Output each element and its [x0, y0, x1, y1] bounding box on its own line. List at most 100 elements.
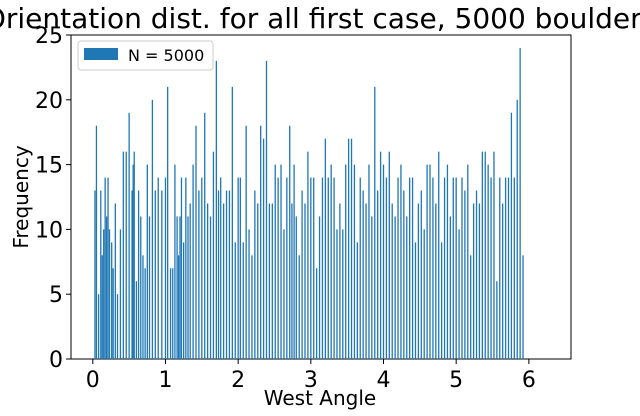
bar: [304, 203, 306, 359]
bar: [374, 86, 376, 359]
bar: [336, 229, 338, 359]
bar: [455, 177, 457, 359]
bar: [154, 190, 156, 359]
bar: [169, 268, 172, 359]
bar: [313, 177, 315, 359]
bar: [385, 177, 388, 359]
bar: [185, 177, 187, 359]
bar: [507, 177, 510, 359]
bar: [222, 203, 225, 359]
bar: [176, 216, 178, 359]
bar: [260, 125, 262, 359]
bar: [283, 229, 285, 359]
bar: [101, 255, 103, 359]
bar: [440, 242, 443, 359]
y-tick-label: 15: [35, 154, 63, 179]
plot-area: [70, 34, 572, 360]
bar: [172, 268, 174, 359]
bar: [293, 164, 295, 359]
bar: [220, 177, 222, 359]
bar: [475, 190, 478, 359]
bar: [105, 216, 108, 359]
bar: [103, 229, 105, 359]
bar: [426, 164, 428, 359]
bar: [204, 112, 206, 359]
bar: [262, 138, 265, 359]
bar: [411, 177, 414, 359]
bar: [307, 151, 309, 359]
bar: [140, 216, 142, 359]
bar: [198, 190, 200, 359]
bar: [245, 125, 247, 359]
bar: [209, 216, 212, 359]
bar: [371, 216, 373, 359]
bar: [318, 216, 321, 359]
bar: [237, 177, 239, 359]
y-tick-label: 10: [35, 218, 63, 243]
bar: [119, 229, 122, 359]
bar: [490, 177, 492, 359]
bar: [435, 203, 437, 359]
bar: [487, 164, 489, 359]
bar: [257, 203, 259, 359]
bar: [142, 255, 144, 359]
bar: [333, 177, 335, 359]
bar: [112, 268, 114, 359]
bar: [382, 164, 385, 359]
bar: [128, 112, 130, 359]
bar: [215, 60, 217, 360]
bar: [321, 177, 324, 359]
bar: [443, 177, 446, 359]
bar: [452, 177, 454, 359]
bar: [135, 281, 138, 359]
bar: [195, 125, 197, 359]
bar: [356, 242, 358, 359]
bar: [277, 177, 279, 359]
x-tick-label: 2: [231, 368, 245, 393]
bar: [365, 203, 367, 359]
bar: [423, 229, 425, 359]
bar: [177, 255, 180, 359]
bar: [397, 177, 399, 359]
bar: [114, 203, 116, 359]
bar: [339, 203, 341, 359]
bar: [420, 190, 422, 359]
bar: [192, 164, 194, 359]
x-tick-label: 4: [377, 368, 391, 393]
bar: [167, 86, 169, 359]
bar: [295, 216, 297, 359]
bar: [217, 190, 220, 359]
bar: [522, 255, 524, 359]
bar: [100, 190, 102, 359]
y-tick-label: 25: [35, 24, 63, 49]
x-tick-label: 3: [304, 368, 318, 393]
bar: [409, 177, 411, 359]
bar: [472, 203, 475, 359]
bar: [157, 177, 159, 359]
bar: [201, 177, 203, 359]
bar: [132, 164, 134, 359]
bar: [286, 177, 288, 359]
bar: [342, 229, 344, 359]
bar: [228, 190, 231, 359]
bar: [133, 151, 135, 359]
bar: [470, 255, 472, 359]
bar: [183, 242, 185, 359]
bar: [265, 60, 268, 360]
bar: [458, 229, 460, 359]
bar: [187, 216, 189, 359]
bar: [391, 203, 393, 359]
bar: [189, 203, 191, 359]
bars: [94, 47, 524, 360]
bar: [206, 203, 209, 359]
bar: [179, 216, 181, 359]
bar: [496, 281, 498, 359]
bar: [148, 216, 151, 359]
bar: [464, 190, 466, 359]
bar: [368, 164, 370, 359]
bar: [254, 190, 256, 359]
legend-swatch: [84, 48, 118, 60]
bar: [461, 177, 463, 359]
chart-title: Orientation dist. for all first case, 50…: [0, 2, 640, 35]
bar: [108, 229, 111, 359]
